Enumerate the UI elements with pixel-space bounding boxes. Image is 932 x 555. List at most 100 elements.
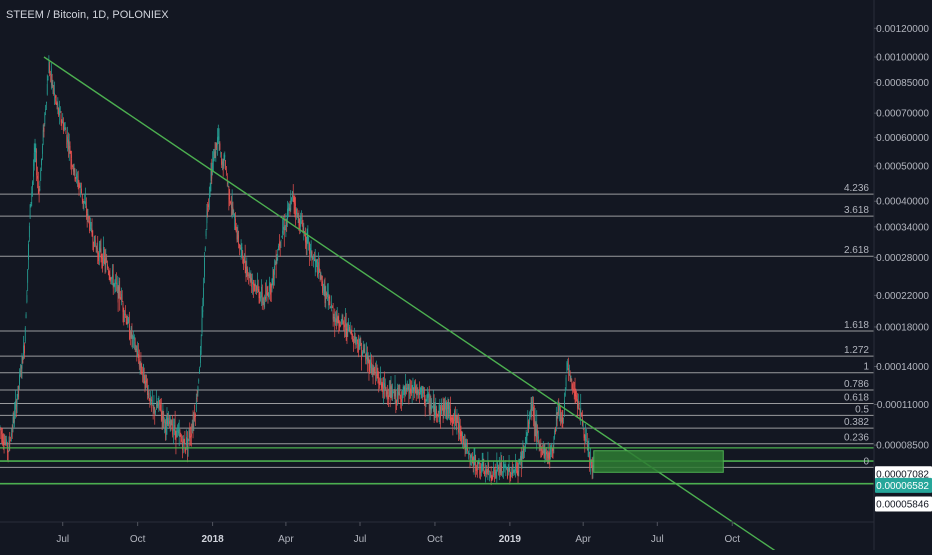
candle-body: [357, 340, 358, 344]
candle-body: [27, 295, 28, 302]
candle-body: [192, 426, 193, 431]
candle-body: [215, 143, 216, 154]
candle-body: [436, 409, 437, 417]
candle-body: [151, 399, 152, 401]
candle-body: [340, 325, 341, 326]
candle-body: [1, 431, 2, 434]
candle-body: [124, 314, 125, 315]
candle-body: [393, 392, 394, 393]
candle-body: [280, 242, 281, 247]
candle-body: [172, 424, 173, 434]
candle-body: [413, 388, 414, 392]
candle-body: [273, 271, 274, 281]
candle-body: [443, 408, 444, 416]
candle-body: [231, 204, 232, 208]
candle-body: [74, 165, 75, 172]
candle-body: [4, 442, 5, 446]
candle-body: [325, 286, 326, 303]
candle-body: [589, 453, 590, 454]
candle-body: [136, 349, 137, 350]
candle-body: [339, 324, 340, 328]
candle-body: [573, 389, 574, 391]
candle-body: [29, 226, 30, 237]
candle-body: [88, 217, 89, 219]
candle-body: [458, 422, 459, 433]
candle-body: [380, 375, 381, 383]
candle-body: [149, 393, 150, 399]
candle-body: [145, 376, 146, 386]
candle-body: [456, 421, 457, 423]
candle-body: [375, 372, 376, 373]
candle-body: [377, 374, 378, 376]
candle-body: [554, 443, 555, 445]
candle-body: [398, 392, 399, 394]
price-tick-label: 0.00100000: [876, 53, 929, 64]
candle-body: [40, 170, 41, 180]
candle-body: [372, 366, 373, 370]
candle-body: [479, 463, 480, 475]
candle-body: [90, 222, 91, 229]
candle-body: [199, 369, 200, 373]
target-zone-group[interactable]: [594, 451, 724, 473]
candle-body: [435, 406, 436, 416]
candle-body: [287, 209, 288, 220]
candle-body: [444, 403, 445, 412]
candle-body: [21, 370, 22, 373]
candle-body: [249, 271, 250, 275]
candle-body: [298, 216, 299, 218]
price-tick-label: 0.00014000: [876, 362, 929, 373]
candle-body: [251, 278, 252, 287]
candle-body: [54, 93, 55, 95]
candle-body: [311, 248, 312, 251]
candle-body: [575, 391, 576, 396]
candle-body: [461, 435, 462, 439]
candle-body: [320, 274, 321, 279]
candle-body: [419, 392, 420, 395]
candle-body: [368, 356, 369, 362]
candle-body: [460, 425, 461, 434]
candle-body: [130, 336, 131, 338]
candle-body: [101, 257, 102, 259]
candle-body: [49, 62, 50, 73]
candle-body: [431, 405, 432, 410]
candle-body: [356, 338, 357, 341]
candle-body: [439, 405, 440, 411]
candle-body: [308, 238, 309, 240]
candle-body: [292, 191, 293, 197]
candle-body: [572, 384, 573, 389]
candle-body: [501, 462, 502, 471]
candle-body: [71, 159, 72, 167]
candle-body: [96, 247, 97, 248]
candle-body: [351, 330, 352, 333]
candle-body: [246, 267, 247, 278]
candle-body: [168, 418, 169, 426]
candle-body: [45, 109, 46, 110]
candle-body: [571, 380, 572, 383]
candle-body: [435, 407, 436, 409]
candle-body: [159, 400, 160, 402]
candle-body: [85, 201, 86, 204]
candle-body: [539, 441, 540, 446]
candle-body: [536, 423, 537, 436]
candle-body: [314, 259, 315, 261]
target-zone[interactable]: [594, 451, 724, 473]
candle-body: [169, 421, 170, 424]
candle-body: [194, 414, 195, 419]
candle-body: [217, 137, 218, 144]
candle-body: [423, 387, 424, 393]
candle-body: [584, 437, 585, 441]
candle-body: [207, 211, 208, 224]
candle-body: [107, 265, 108, 269]
candle-body: [425, 399, 426, 404]
candle-body: [527, 435, 528, 436]
candle-body: [139, 359, 140, 366]
candle-body: [366, 353, 367, 360]
candle-body: [220, 153, 221, 154]
candle-body: [203, 288, 204, 298]
candle-body: [321, 273, 322, 279]
candle-body: [209, 195, 210, 199]
candle-body: [222, 161, 223, 165]
